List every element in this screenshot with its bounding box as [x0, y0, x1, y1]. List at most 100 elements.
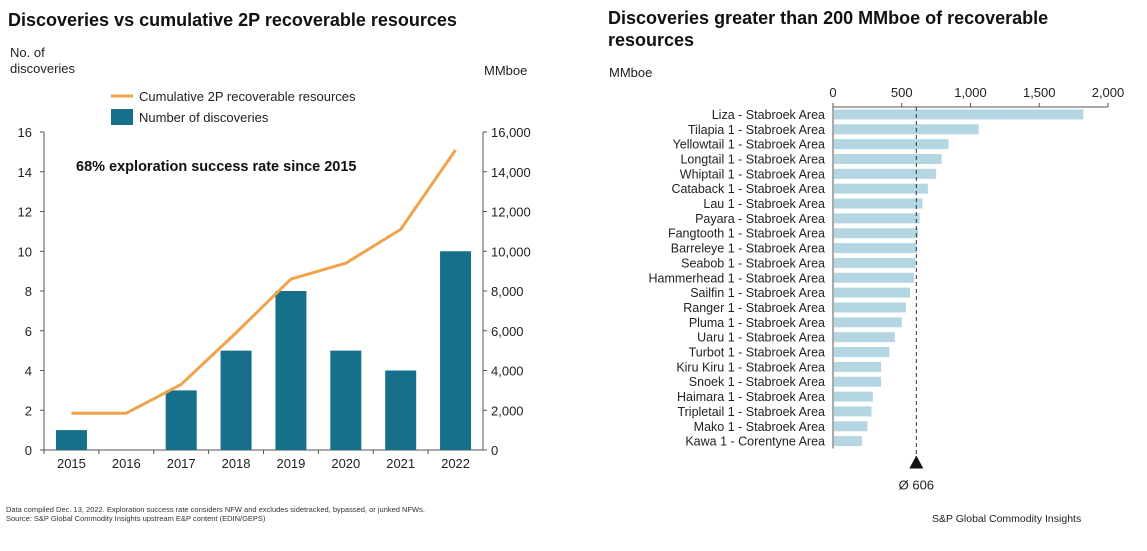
- right-y-tick-label: 12,000: [491, 205, 531, 220]
- x-tick-label: 2015: [57, 456, 86, 471]
- resource-bar: [834, 376, 882, 387]
- x-tick-label: 2017: [167, 456, 196, 471]
- footnote-line-2: Source: S&P Global Commodity Insights up…: [6, 514, 266, 523]
- right-axis-label: MMboe: [484, 63, 528, 78]
- discovery-name-label: Tilapia 1 - Stabroek Area: [688, 123, 825, 137]
- left-y-tick-label: 16: [18, 125, 32, 140]
- left-y-tick-label: 12: [18, 205, 32, 220]
- resource-bar: [834, 302, 906, 313]
- right-y-tick-label: 4,000: [491, 364, 524, 379]
- discovery-bar: [55, 430, 87, 450]
- resource-bar: [834, 287, 910, 298]
- resource-bar: [834, 168, 937, 179]
- right-y-tick-label: 0: [491, 443, 498, 458]
- left-axis-label: No. of discoveries: [10, 45, 76, 76]
- discovery-bar: [440, 251, 472, 450]
- resource-bar: [834, 198, 923, 209]
- average-label: Ø 606: [899, 478, 934, 493]
- x-tick-label: 2019: [276, 456, 305, 471]
- left-y-tick-label: 0: [25, 443, 32, 458]
- resource-bar: [834, 139, 949, 150]
- right-y-tick-label: 10,000: [491, 244, 531, 259]
- mmboe-axis-label: MMboe: [609, 65, 653, 80]
- discovery-bar: [165, 390, 197, 450]
- discovery-name-label: Payara - Stabroek Area: [695, 212, 825, 226]
- right-y-tick-label: 6,000: [491, 324, 524, 339]
- discovery-name-label: Snoek 1 - Stabroek Area: [689, 375, 825, 389]
- x-tick-label: 2016: [112, 456, 141, 471]
- discovery-name-label: Turbot 1 - Stabroek Area: [689, 346, 825, 360]
- left-plot: 0 2 4 6 8 10 12 14 16 0 2,000 4,000 6,000 8,000 10,000…: [18, 125, 531, 471]
- resource-bar: [834, 347, 890, 358]
- resource-bar: [834, 391, 873, 402]
- resource-bar: [834, 109, 1084, 120]
- discovery-name-label: Liza - Stabroek Area: [712, 108, 825, 122]
- left-y-tick-label: 2: [25, 403, 32, 418]
- resource-bar: [834, 436, 862, 447]
- resource-bar: [834, 421, 868, 432]
- cumulative-resources-line: [71, 149, 457, 415]
- left-y-tick-label: 10: [18, 244, 32, 259]
- discovery-name-label: Yellowtail 1 - Stabroek Area: [673, 138, 825, 152]
- left-y-tick-label: 4: [25, 364, 32, 379]
- resource-bar: [834, 272, 915, 283]
- x-tick-label: 2020: [331, 456, 360, 471]
- resource-bar: [834, 183, 928, 194]
- discovery-name-label: Fangtooth 1 - Stabroek Area: [668, 227, 825, 241]
- x-tick-label: 2021: [386, 456, 415, 471]
- discovery-name-label: Barreleye 1 - Stabroek Area: [671, 242, 825, 256]
- credit-label: S&P Global Commodity Insights: [932, 513, 1082, 525]
- resource-bar: [834, 257, 916, 268]
- resource-bar: [834, 124, 979, 135]
- discovery-bar: [385, 370, 417, 450]
- left-y-tick-label: 6: [25, 324, 32, 339]
- right-y-tick-label: 16,000: [491, 125, 531, 140]
- left-y-tick-label: 8: [25, 284, 32, 299]
- footnote-line-1: Data compiled Dec. 13, 2022. Exploration…: [6, 505, 425, 514]
- left-legend: Cumulative 2P recoverable resources Numb…: [111, 89, 356, 125]
- left-chart-title: Discoveries vs cumulative 2P recoverable…: [8, 10, 457, 30]
- right-y-tick-label: 14,000: [491, 165, 531, 180]
- success-rate-annotation: 68% exploration success rate since 2015: [76, 159, 357, 175]
- resource-bar: [834, 213, 920, 224]
- discovery-bar: [220, 350, 252, 450]
- discovery-name-label: Longtail 1 - Stabroek Area: [680, 152, 825, 166]
- x-tick-label: 1,500: [1023, 85, 1056, 100]
- discovery-name-label: Mako 1 - Stabroek Area: [694, 420, 825, 434]
- right-y-tick-label: 8,000: [491, 284, 524, 299]
- x-tick-label: 2022: [441, 456, 470, 471]
- resource-bar: [834, 361, 882, 372]
- average-marker: [909, 455, 924, 469]
- right-chart-title: Discoveries greater than 200 MMboe of re…: [608, 8, 1049, 50]
- discovery-name-label: Whiptail 1 - Stabroek Area: [680, 167, 825, 181]
- discovery-name-label: Sailfin 1 - Stabroek Area: [690, 286, 825, 300]
- right-y-tick-label: 2,000: [491, 403, 524, 418]
- x-tick-label: 2,000: [1092, 85, 1125, 100]
- discovery-name-label: Pluma 1 - Stabroek Area: [689, 316, 825, 330]
- discovery-bar: [330, 350, 362, 450]
- discovery-name-label: Kiru Kiru 1 - Stabroek Area: [676, 360, 825, 374]
- discovery-name-label: Kawa 1 - Corentyne Area: [685, 435, 825, 449]
- resource-bar: [834, 228, 919, 239]
- legend-bar-swatch: [111, 109, 133, 125]
- discovery-name-label: Seabob 1 - Stabroek Area: [681, 256, 825, 270]
- x-tick-label: 500: [891, 85, 913, 100]
- resource-bar: [834, 317, 902, 328]
- x-tick-label: 1,000: [954, 85, 987, 100]
- legend-line-label: Cumulative 2P recoverable resources: [139, 89, 356, 104]
- resource-bar: [834, 243, 917, 254]
- discovery-name-label: Haimara 1 - Stabroek Area: [677, 390, 825, 404]
- x-tick-label: 2018: [222, 456, 251, 471]
- x-tick-label: 0: [829, 85, 836, 100]
- discovery-bar: [275, 291, 307, 450]
- left-chart: Cumulative 2P recoverable resources Numb…: [18, 89, 531, 471]
- resource-bar: [834, 332, 895, 343]
- discovery-name-label: Lau 1 - Stabroek Area: [703, 197, 825, 211]
- discovery-name-label: Cataback 1 - Stabroek Area: [671, 182, 825, 196]
- legend-bar-label: Number of discoveries: [139, 110, 269, 125]
- discovery-name-label: Ranger 1 - Stabroek Area: [683, 301, 825, 315]
- discovery-name-label: Hammerhead 1 - Stabroek Area: [649, 271, 826, 285]
- resource-bar: [834, 406, 872, 417]
